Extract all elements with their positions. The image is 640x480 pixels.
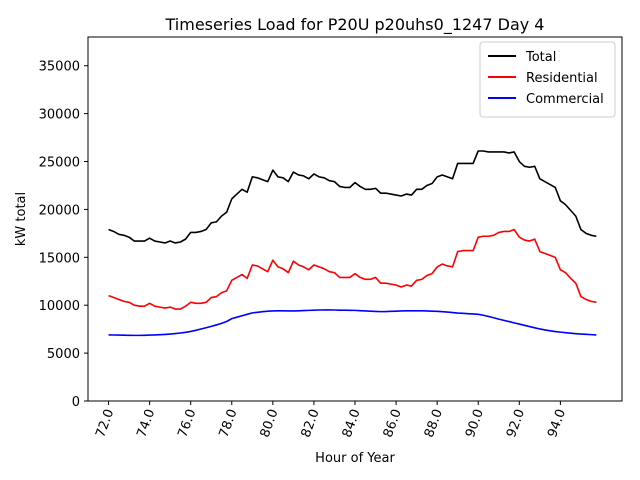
- series-layer: [108, 150, 597, 337]
- y-tick-label: 30000: [39, 108, 80, 123]
- series-line-total: [108, 150, 597, 244]
- legend-label-residential: Residential: [526, 71, 598, 86]
- chart-title: Timeseries Load for P20U p20uhs0_1247 Da…: [165, 15, 545, 35]
- legend-label-total: Total: [525, 50, 556, 65]
- series-line-residential: [108, 228, 597, 310]
- y-tick-label: 25000: [39, 156, 80, 171]
- x-axis-title: Hour of Year: [315, 451, 395, 466]
- legend-label-commercial: Commercial: [526, 92, 604, 107]
- series-line-commercial: [108, 309, 597, 337]
- y-axis-title: kW total: [14, 192, 29, 246]
- y-tick-label: 15000: [39, 251, 80, 266]
- y-axis: 0 5000 10000 15000 20000 25000 30000 35000: [39, 60, 88, 410]
- y-tick-label: 20000: [39, 203, 80, 218]
- y-tick-label: 10000: [39, 299, 80, 314]
- y-tick-label: 35000: [39, 60, 80, 75]
- legend: Total Residential Commercial: [479, 41, 616, 118]
- y-tick-label: 0: [72, 395, 80, 410]
- y-tick-label: 5000: [47, 347, 80, 362]
